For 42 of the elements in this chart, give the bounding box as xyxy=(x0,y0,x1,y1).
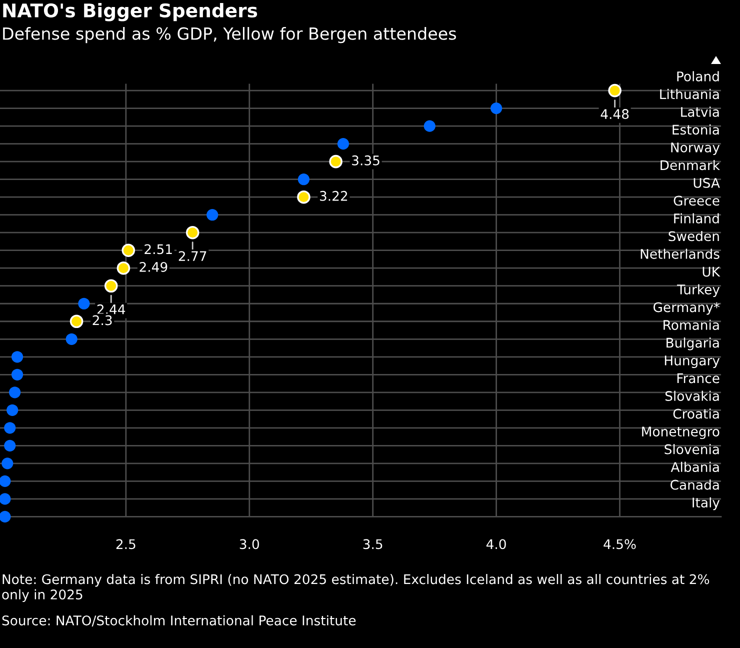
y-tick-label: Hungary xyxy=(664,356,720,368)
data-label: 4.48 xyxy=(600,109,629,120)
y-tick-label: Bulgaria xyxy=(666,338,719,350)
y-tick-label: Slovakia xyxy=(665,390,719,401)
x-tick-label: 2.5 xyxy=(116,539,136,550)
y-tick-label: Slovenia xyxy=(664,444,719,454)
source-note: Source: NATO/Stockholm International Peace Institute xyxy=(2,615,356,626)
y-tick-label: Sweden xyxy=(668,230,719,242)
x-tick-label: 4.0 xyxy=(486,539,506,550)
y-tick-label: Norway xyxy=(671,142,720,155)
y-tick-label: UK xyxy=(702,266,720,277)
chart-subtitle: Defense spend as % GDP, Yellow for Bergen attendees xyxy=(3,27,456,44)
y-tick-label: Greece xyxy=(674,196,720,206)
x-tick-label: 3.0 xyxy=(240,539,260,550)
y-tick-label: Italy xyxy=(692,497,720,510)
y-tick-label: France xyxy=(677,373,720,384)
chart-title: NATO's Bigger Spenders xyxy=(3,3,258,22)
y-tick-label: Poland xyxy=(677,71,719,82)
y-tick-label: Finland xyxy=(674,213,719,224)
y-tick-label: Lithuania xyxy=(660,88,719,100)
text: Note: Germany data is from SIPRI (no NATO 2025 estimate). Excludes Iceland as well as all countries at 2% only in 2025 xyxy=(2,574,710,602)
y-tick-label: USA xyxy=(694,178,720,188)
y-tick-label: Turkey xyxy=(677,284,720,298)
data-label: 2.49 xyxy=(140,262,168,272)
y-tick-label: Monetnegro xyxy=(642,426,720,440)
y-tick-label: Croatia xyxy=(673,408,719,419)
y-tick-label: Albania xyxy=(670,462,719,472)
data-label: 3.35 xyxy=(352,155,380,166)
data-label: 2.3 xyxy=(92,315,112,326)
data-label: 3.22 xyxy=(320,190,348,201)
data-label: 2.51 xyxy=(144,244,172,254)
y-tick-label: Denmark xyxy=(660,160,720,170)
x-tick-label: 4.5% xyxy=(604,539,636,550)
y-tick-label: Estonia xyxy=(672,124,719,135)
y-tick-label: Netherlands xyxy=(640,248,720,259)
y-tick-label: Canada xyxy=(670,480,719,490)
x-tick-label: 3.5 xyxy=(363,539,382,550)
data-label: 2.44 xyxy=(97,304,126,314)
y-tick-label: Romania xyxy=(664,320,719,330)
data-label: 2.77 xyxy=(178,251,206,261)
y-tick-label: Germany* xyxy=(654,302,720,315)
y-tick-label: Latvia xyxy=(681,106,719,117)
